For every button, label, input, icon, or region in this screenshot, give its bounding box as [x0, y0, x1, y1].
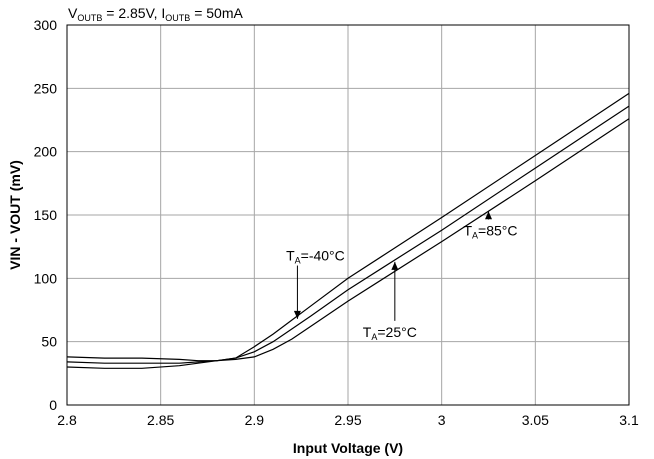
test-condition: VOUTB = 2.85V, IOUTB = 50mA — [68, 5, 244, 23]
y-tick-label: 0 — [49, 397, 57, 413]
annotation-arrowhead — [391, 261, 399, 270]
x-tick-label: 3.05 — [522, 412, 549, 428]
v-value: = 2.85V, — [102, 5, 161, 21]
plot-frame — [66, 24, 630, 406]
x-tick-label: 3 — [438, 412, 446, 428]
y-tick-label: 100 — [34, 270, 58, 286]
v-subscript: OUTB — [77, 13, 102, 23]
annotation-arrowhead — [293, 310, 301, 319]
i-value: = 50mA — [190, 5, 243, 21]
y-tick-label: 250 — [34, 80, 58, 96]
annotation-arrowhead — [485, 211, 492, 220]
x-axis-title: Input Voltage (V) — [293, 440, 403, 456]
x-tick-label: 2.9 — [245, 412, 265, 428]
y-axis-title: VIN - VOUT (mV) — [7, 160, 23, 270]
series-line-2 — [66, 118, 630, 369]
grid-lines — [67, 25, 629, 405]
annotation-label: TA=25°C — [363, 324, 417, 342]
x-tick-label: 2.8 — [57, 412, 77, 428]
y-tick-labels: 0 50 100 150 200 250 300 — [34, 17, 58, 413]
annotation-prefix: T — [286, 248, 295, 264]
annotation-label: TA=-40°C — [286, 248, 345, 266]
annotation-text: =85°C — [478, 223, 517, 239]
x-tick-label: 3.1 — [619, 412, 639, 428]
annotation-prefix: T — [363, 324, 372, 340]
annotation-label: TA=85°C — [463, 223, 517, 241]
annotation-prefix: T — [463, 223, 472, 239]
annotation-subscript: A — [371, 332, 377, 342]
i-symbol: I — [161, 5, 165, 21]
i-subscript: OUTB — [165, 13, 190, 23]
x-tick-label: 2.95 — [334, 412, 361, 428]
y-tick-label: 150 — [34, 207, 58, 223]
x-tick-labels: 2.8 2.85 2.9 2.95 3 3.05 3.1 — [57, 412, 639, 428]
series-group — [66, 92, 630, 369]
y-tick-label: 300 — [34, 17, 58, 33]
y-tick-label: 200 — [34, 144, 58, 160]
series-line-1 — [66, 105, 630, 364]
annotation-group: TA=-40°CTA=25°CTA=85°C — [286, 211, 518, 342]
series-line-0 — [66, 92, 630, 362]
v-symbol: V — [68, 5, 78, 21]
annotation-subscript: A — [295, 256, 301, 266]
y-tick-label: 50 — [41, 334, 57, 350]
annotation-text: =25°C — [377, 324, 416, 340]
x-tick-label: 2.85 — [147, 412, 174, 428]
annotation-text: =-40°C — [301, 248, 345, 264]
annotation-subscript: A — [472, 231, 478, 241]
